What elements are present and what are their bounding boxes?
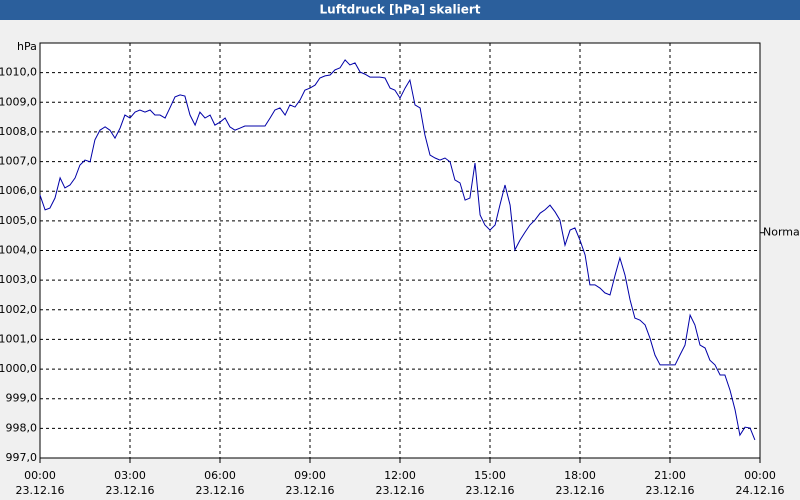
y-tick-label: 1008,0: [0, 125, 37, 138]
y-tick-label: 997,0: [6, 451, 38, 464]
x-tick-label: 06:00: [204, 469, 236, 482]
x-tick-date: 23.12.16: [286, 484, 335, 497]
x-tick-date: 23.12.16: [466, 484, 515, 497]
y-tick-label: 1004,0: [0, 244, 37, 257]
x-tick-date: 24.12.16: [736, 484, 785, 497]
y-unit: hPa: [17, 40, 37, 53]
data-line: [39, 59, 756, 441]
y-tick-label: 1000,0: [0, 362, 37, 375]
x-tick-label: 15:00: [474, 469, 506, 482]
x-tick-label: 09:00: [294, 469, 326, 482]
y-tick-label: 998,0: [6, 421, 38, 434]
y-tick-label: 1007,0: [0, 155, 37, 168]
y-tick-label: 1010,0: [0, 66, 37, 79]
x-tick-date: 23.12.16: [556, 484, 605, 497]
x-tick-date: 23.12.16: [106, 484, 155, 497]
x-tick-date: 23.12.16: [376, 484, 425, 497]
x-tick-label: 21:00: [654, 469, 686, 482]
x-tick-label: 18:00: [564, 469, 596, 482]
normal-label: Normal: [763, 226, 800, 239]
x-tick-label: 00:00: [24, 469, 56, 482]
plot-border: [39, 42, 761, 459]
y-tick-label: 1003,0: [0, 273, 37, 286]
y-tick-label: 1009,0: [0, 95, 37, 108]
y-tick-label: 1002,0: [0, 303, 37, 316]
x-tick-label: 00:00: [744, 469, 776, 482]
title-bar: [0, 0, 800, 20]
y-tick-label: 1001,0: [0, 332, 37, 345]
x-tick-date: 23.12.16: [16, 484, 65, 497]
x-tick-date: 23.12.16: [196, 484, 245, 497]
x-tick-date: 23.12.16: [646, 484, 695, 497]
y-tick-label: 1006,0: [0, 184, 37, 197]
chart-title: Luftdruck [hPa] skaliert: [320, 3, 481, 17]
y-tick-label: 999,0: [6, 392, 38, 405]
x-tick-label: 12:00: [384, 469, 416, 482]
x-tick-label: 03:00: [114, 469, 146, 482]
y-tick-label: 1005,0: [0, 214, 37, 227]
